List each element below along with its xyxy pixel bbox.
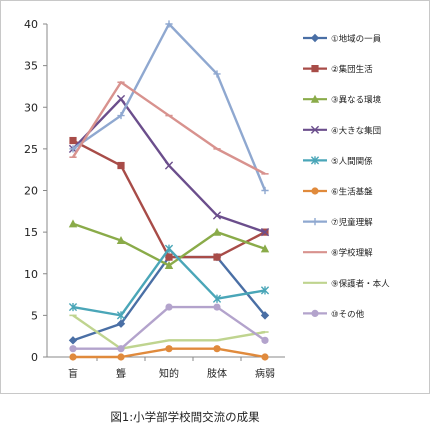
data-point	[69, 145, 77, 153]
data-point	[213, 70, 221, 78]
data-point	[260, 311, 270, 320]
series-8	[69, 81, 269, 175]
series-7	[69, 20, 269, 195]
data-point	[260, 244, 270, 253]
y-tick-label: 20	[24, 185, 38, 198]
legend-item: ⑩その他	[303, 309, 365, 320]
x-tick-label: 聾	[116, 367, 126, 380]
legend-marker	[310, 94, 320, 103]
legend-item: ⑦児童理解	[303, 217, 373, 228]
data-point	[212, 294, 222, 303]
data-point	[213, 253, 221, 261]
legend-label: ⑤人間関係	[331, 157, 373, 167]
legend-item: ③異なる環境	[303, 95, 382, 106]
figure-caption: 図1:小学部学校間交流の成果	[110, 410, 260, 424]
x-tick-label: 盲	[68, 367, 78, 380]
data-point	[69, 353, 77, 361]
y-tick-label: 10	[24, 268, 38, 281]
data-point	[116, 94, 126, 104]
data-point	[116, 236, 126, 245]
legend-marker	[310, 33, 320, 43]
x-tick-label: 知的	[159, 367, 179, 380]
y-tick-label: 40	[24, 18, 38, 31]
data-point	[117, 111, 125, 120]
legend-item: ⑤人間関係	[303, 156, 373, 167]
legend-label: ⑧学校理解	[331, 248, 373, 259]
plot-area	[68, 20, 270, 361]
data-point	[212, 211, 222, 220]
data-point	[260, 228, 270, 237]
data-point	[261, 353, 269, 361]
legend-item: ⑨保護者・本人	[303, 278, 390, 289]
data-point	[117, 345, 125, 353]
x-tick-label: 病弱	[255, 367, 275, 380]
x-tick-label: 肢体	[207, 367, 227, 380]
data-point	[164, 244, 174, 253]
legend-label: ②集団生活	[331, 64, 373, 75]
legend-label: ①地域の一員	[331, 34, 382, 45]
y-tick-label: 25	[24, 143, 38, 156]
data-point	[261, 336, 269, 344]
legend-marker	[311, 218, 319, 226]
legend-label: ⑥生活基盤	[331, 187, 373, 198]
data-point	[117, 353, 125, 361]
legend-marker	[310, 156, 320, 165]
data-point	[116, 311, 126, 320]
data-point	[68, 336, 78, 345]
data-point	[165, 303, 173, 311]
series-10	[69, 303, 269, 353]
y-tick-label: 15	[24, 226, 38, 239]
data-point	[213, 345, 221, 353]
legend-marker	[310, 125, 320, 134]
data-point	[69, 136, 77, 145]
data-point	[213, 303, 221, 311]
series-3	[68, 219, 270, 270]
y-tick-label: 5	[31, 309, 38, 322]
chart-legend: ①地域の一員 ②集団生活 ③異なる環境 ④大きな集団 ⑤人間関係 ⑥生活基盤 ⑦児童理解 ⑧学…	[303, 34, 390, 320]
legend-marker	[311, 309, 319, 317]
y-tick-label: 30	[24, 101, 38, 114]
series-4	[68, 94, 270, 237]
legend-marker	[311, 65, 319, 73]
data-point	[164, 161, 174, 170]
legend-label: ③異なる環境	[331, 95, 382, 106]
series-6	[69, 345, 269, 361]
legend-item: ⑥生活基盤	[303, 187, 373, 198]
data-point	[165, 345, 173, 353]
y-tick-label: 0	[31, 351, 38, 364]
y-tick-label: 35	[24, 60, 38, 73]
data-point	[164, 261, 174, 270]
legend-label: ⑨保護者・本人	[331, 278, 390, 289]
chart-frame	[0, 0, 430, 394]
data-point	[69, 345, 77, 353]
data-point	[165, 20, 173, 28]
data-point	[117, 161, 125, 170]
data-point	[165, 253, 173, 261]
legend-item: ⑧学校理解	[303, 248, 373, 259]
legend-label: ④大きな集団	[331, 125, 381, 136]
legend-item: ④大きな集団	[303, 125, 381, 136]
chart-axes: 0 5 10 15 20 25 30 35 40 盲 聾 知的 肢体 病弱	[24, 18, 285, 380]
data-point	[68, 302, 78, 312]
data-point	[261, 186, 269, 195]
legend-marker	[311, 187, 319, 195]
legend-item: ①地域の一員	[303, 34, 382, 45]
legend-label: ⑩その他	[331, 309, 365, 320]
legend-item: ②集団生活	[303, 64, 373, 75]
data-point	[212, 227, 222, 236]
data-point	[68, 219, 78, 228]
data-point	[260, 286, 270, 295]
legend-label: ⑦児童理解	[331, 217, 373, 228]
series-5	[68, 244, 270, 320]
data-point	[116, 319, 126, 328]
